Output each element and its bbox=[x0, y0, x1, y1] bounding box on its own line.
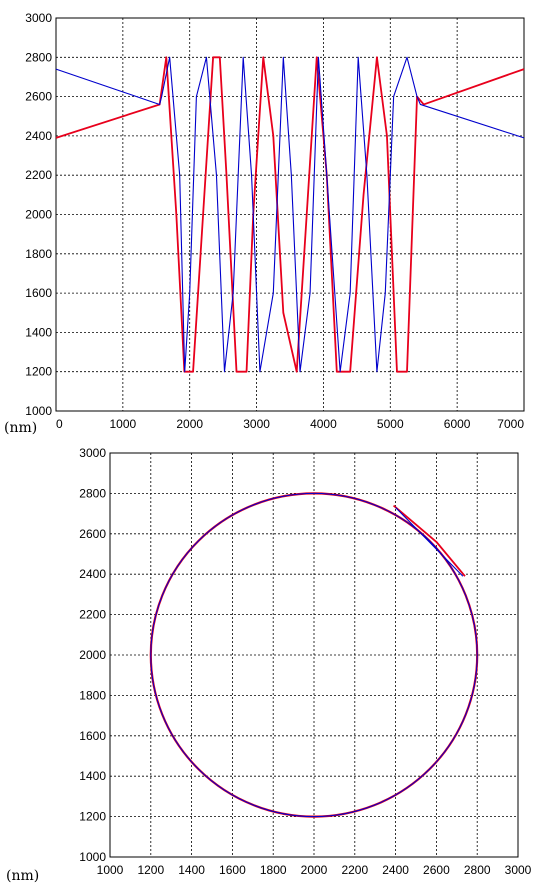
chart-top-grid bbox=[56, 18, 524, 411]
x-tick-label: 1000 bbox=[110, 417, 137, 431]
x-tick-label: 7000 bbox=[497, 417, 524, 431]
series-line-fit bbox=[395, 507, 464, 577]
y-tick-label: 2400 bbox=[25, 129, 52, 143]
y-tick-label: 2600 bbox=[25, 90, 52, 104]
chart-top-y-ticks: 1000 1200 1400 1600 1800 2000 2200 2400 2600 2800… bbox=[25, 11, 52, 418]
x-tick-label: 2000 bbox=[176, 417, 203, 431]
x-tick-label: 2400 bbox=[382, 863, 409, 877]
y-tick-label: 1800 bbox=[79, 688, 106, 702]
y-tick-label: 1600 bbox=[79, 729, 106, 743]
x-tick-label: 5000 bbox=[377, 417, 404, 431]
x-tick-label: 2800 bbox=[464, 863, 491, 877]
x-tick-label: 2200 bbox=[341, 863, 368, 877]
chart-top-x-ticks: 0 1000 2000 3000 4000 5000 6000 7000 bbox=[56, 417, 524, 431]
series-line-measured bbox=[55, 56, 525, 373]
chart-bottom-series bbox=[149, 492, 479, 818]
y-tick-label: 3000 bbox=[79, 446, 106, 460]
chart-bottom-unit-label: (nm) bbox=[6, 868, 39, 884]
y-tick-label: 2200 bbox=[25, 168, 52, 182]
y-tick-label: 1000 bbox=[25, 404, 52, 418]
chart-bottom-y-ticks: 1000 1200 1400 1600 1800 2000 2200 2400 2600 2800… bbox=[79, 446, 106, 864]
y-tick-label: 1400 bbox=[79, 769, 106, 783]
y-tick-label: 2000 bbox=[79, 648, 106, 662]
y-tick-label: 1200 bbox=[79, 810, 106, 824]
chart-top-unit-label: (nm) bbox=[4, 420, 37, 436]
y-tick-label: 1000 bbox=[79, 850, 106, 864]
y-tick-label: 2600 bbox=[79, 527, 106, 541]
x-tick-label: 3000 bbox=[505, 863, 532, 877]
x-tick-label: 4000 bbox=[310, 417, 337, 431]
y-tick-label: 2800 bbox=[25, 50, 52, 64]
chart-top-series bbox=[55, 56, 525, 373]
y-tick-label: 2800 bbox=[79, 486, 106, 500]
x-tick-label: 2600 bbox=[423, 863, 450, 877]
x-tick-label: 1000 bbox=[97, 863, 124, 877]
y-tick-label: 2200 bbox=[79, 608, 106, 622]
y-tick-label: 1800 bbox=[25, 247, 52, 261]
x-tick-label: 0 bbox=[56, 417, 63, 431]
y-tick-label: 1600 bbox=[25, 286, 52, 300]
chart-bottom-circle: 1000 1200 1400 1600 1800 2000 2200 2400 2600 2800… bbox=[6, 446, 532, 884]
chart-top-sine: 0 1000 2000 3000 4000 5000 6000 7000 1000 1200 14… bbox=[4, 11, 525, 436]
x-tick-label: 3000 bbox=[243, 417, 270, 431]
x-tick-label: 6000 bbox=[444, 417, 471, 431]
series-line-fit bbox=[55, 56, 525, 373]
y-tick-label: 1200 bbox=[25, 365, 52, 379]
y-tick-label: 1400 bbox=[25, 325, 52, 339]
x-tick-label: 1400 bbox=[178, 863, 205, 877]
y-tick-label: 2000 bbox=[25, 208, 52, 222]
circle-fit bbox=[150, 492, 478, 818]
chart-bottom-x-ticks: 1000 1200 1400 1600 1800 2000 2200 2400 2600 2800… bbox=[97, 863, 532, 877]
x-tick-label: 1800 bbox=[260, 863, 287, 877]
x-tick-label: 1600 bbox=[219, 863, 246, 877]
x-tick-label: 1200 bbox=[137, 863, 164, 877]
y-tick-label: 3000 bbox=[25, 11, 52, 25]
y-tick-label: 2400 bbox=[79, 567, 106, 581]
series-line-measured bbox=[392, 504, 466, 577]
x-tick-label: 2000 bbox=[301, 863, 328, 877]
